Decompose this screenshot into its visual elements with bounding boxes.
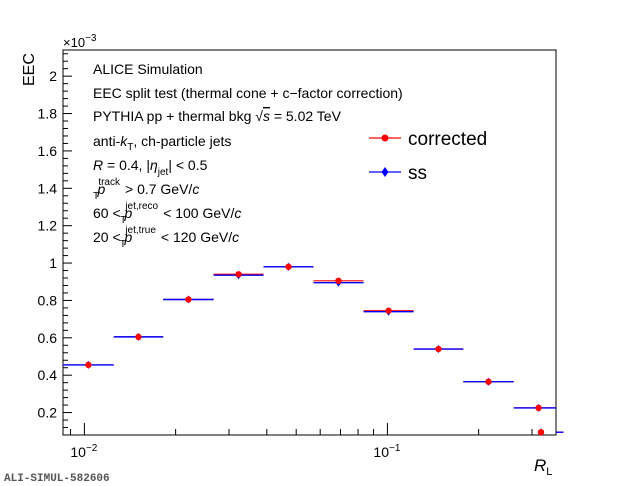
y-tick-label: 0.8 (38, 292, 58, 308)
y-tick-label: 2 (49, 68, 57, 84)
corrected-point-2 (135, 333, 142, 341)
annotation-eec-split-test: EEC split test (thermal cone + c−factor … (93, 85, 403, 101)
corrected-point-4 (235, 271, 242, 278)
data-marks (63, 262, 564, 437)
y-tick-label: 0.4 (38, 367, 58, 383)
y-axis: 0.2 0.4 0.6 0.8 1 1.2 1.4 1.6 1.8 2 (38, 53, 72, 429)
watermark-id: ALI-SIMUL-582606 (4, 473, 110, 485)
x-tick-label: 10−2 (70, 443, 97, 460)
annotation-pt-jet-reco: 60 < pjet,reco T < 100 GeV/c (93, 201, 241, 226)
corrected-point-9 (485, 378, 492, 385)
annotation-pythia: PYTHIA pp + thermal bkg √s = 5.02 TeV (93, 108, 342, 124)
y-multiplier: ×10−3 (63, 33, 97, 50)
y-tick-label: 1.4 (38, 180, 58, 196)
annotation-block: ALICE Simulation EEC split test (thermal… (93, 61, 403, 250)
corrected-point-10 (535, 404, 542, 412)
annotation-radius-eta: R = 0.4, |ηjet| < 0.5 (93, 157, 208, 178)
legend-ss-label: ss (408, 163, 427, 184)
y-tick-label: 1.8 (38, 106, 58, 122)
y-tick-label: 1 (49, 255, 57, 271)
corrected-point-11 (537, 428, 545, 436)
corrected-point-8 (435, 345, 442, 353)
corrected-point-5 (285, 263, 292, 270)
y-tick-label: 0.2 (38, 405, 58, 421)
legend-ss-marker (381, 167, 389, 177)
legend-corrected-marker (381, 134, 389, 142)
annotation-pt-jet-true: 20 < pjet,true T < 120 GeV/c (93, 225, 239, 250)
corrected-point-6 (335, 277, 342, 285)
corrected-point-3 (185, 296, 192, 303)
y-tick-label: 1.2 (38, 218, 58, 234)
annotation-alice-simulation: ALICE Simulation (93, 61, 203, 77)
annotation-anti-kt: anti-kT, ch-particle jets (93, 133, 231, 153)
x-axis: 10−2 10−1 (70, 423, 533, 460)
x-axis-label: RL (534, 456, 552, 478)
legend-corrected-label: corrected (408, 129, 487, 150)
legend: corrected ss (369, 129, 487, 184)
x-tick-label: 10−1 (373, 443, 400, 460)
plot-frame (62, 49, 557, 436)
y-tick-label: 1.6 (38, 143, 58, 159)
corrected-point-1 (85, 361, 92, 369)
corrected-point-7 (385, 307, 392, 314)
y-tick-label: 0.6 (38, 330, 58, 346)
y-axis-label: EEC (21, 53, 38, 86)
annotation-pt-track: ptrack T > 0.7 GeV/c (93, 177, 199, 202)
